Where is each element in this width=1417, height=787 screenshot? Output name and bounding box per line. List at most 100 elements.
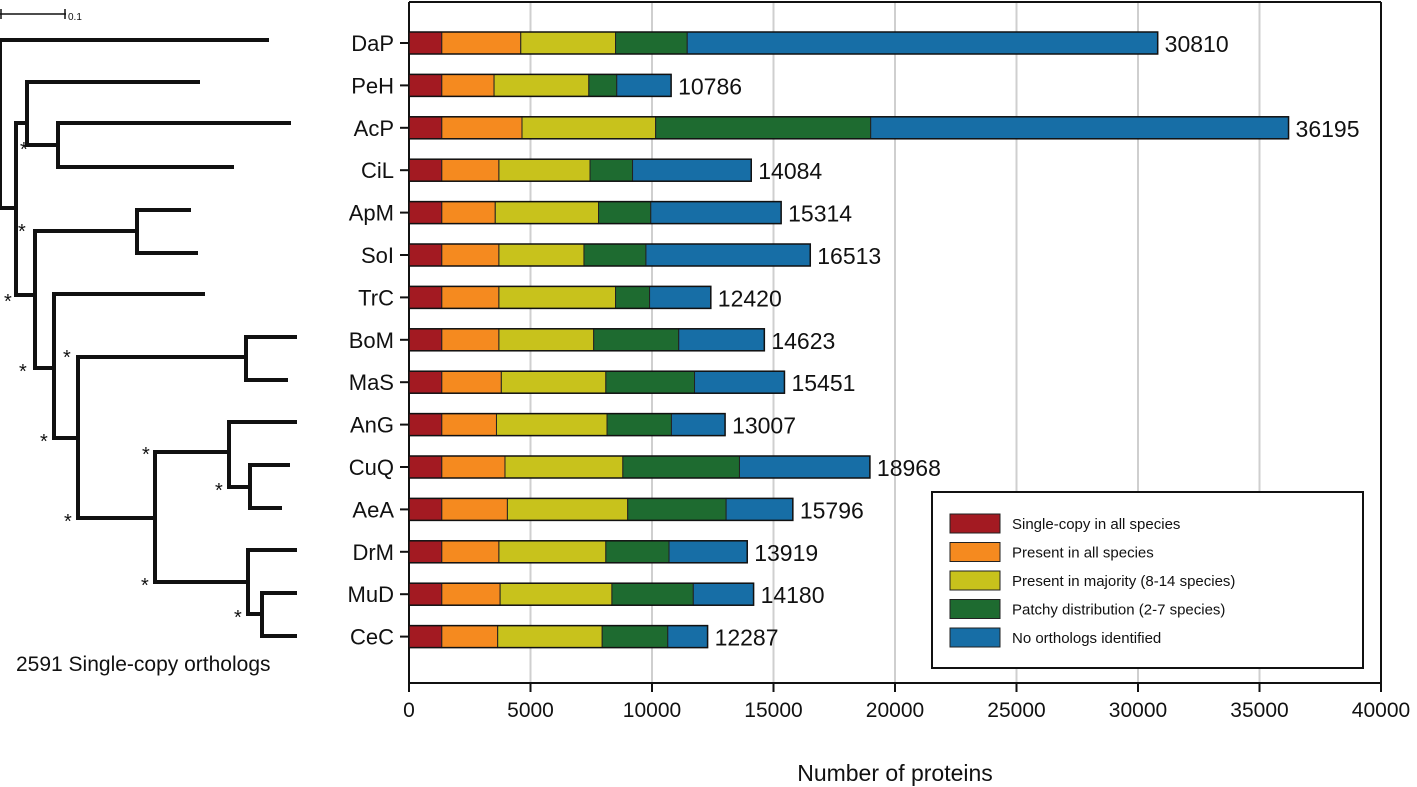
bar-segment — [670, 413, 726, 437]
bar-segment — [441, 582, 501, 606]
bar-total-label: 13007 — [732, 413, 796, 439]
bar-segment — [441, 201, 496, 225]
bar-segment — [408, 201, 443, 225]
bar-segment — [645, 243, 811, 267]
legend-entry: No orthologs identified — [1012, 630, 1161, 647]
bar-segment — [408, 31, 443, 55]
bar-segment — [668, 540, 748, 564]
bar-total-label: 14084 — [758, 158, 822, 184]
phylogenetic-tree: 0.1 * * * * * * * * * * * 2591 Single-co… — [0, 9, 297, 676]
support-marker: * — [40, 431, 48, 453]
x-tick-label: 30000 — [1109, 699, 1167, 722]
bar-outline — [408, 328, 766, 352]
bar-segment — [588, 73, 618, 97]
bar-total-label: 10786 — [678, 73, 742, 99]
bar-segment — [694, 370, 785, 394]
bar-segment — [655, 116, 872, 140]
bar-segment — [615, 31, 688, 55]
category-label: SoI — [361, 243, 394, 268]
bar-segment — [593, 328, 680, 352]
bar-segment — [678, 328, 765, 352]
bar-outline — [408, 31, 1159, 55]
legend-swatch — [949, 570, 1001, 591]
bar-chart: 0 5000 10000 15000 20000 25000 30000 35000 40000… — [348, 1, 1410, 786]
bar-segment — [408, 328, 443, 352]
bar-segment — [499, 582, 613, 606]
bar-segment — [650, 201, 782, 225]
support-marker: * — [63, 347, 71, 369]
x-tick-label: 10000 — [623, 699, 681, 722]
category-label: MaS — [349, 370, 394, 395]
legend-entry: Present in all species — [1012, 545, 1154, 562]
bar-outline — [408, 582, 755, 606]
bar-outline — [408, 243, 812, 267]
bar-segment — [441, 285, 500, 309]
x-tick-label: 15000 — [744, 699, 802, 722]
support-marker: * — [141, 575, 149, 597]
bar-segment — [632, 158, 752, 182]
bar-segment — [583, 243, 647, 267]
bar-outline — [408, 200, 782, 225]
support-marker: * — [142, 444, 150, 466]
bar-segment — [504, 455, 624, 479]
tree-caption: 2591 Single-copy orthologs — [16, 653, 271, 676]
support-marker: * — [4, 291, 12, 313]
bar-segment — [441, 413, 497, 437]
category-label: AcP — [354, 116, 394, 141]
legend-entry: Single-copy in all species — [1012, 516, 1180, 533]
bar-total-label: 14180 — [761, 582, 825, 608]
bar-segment — [441, 73, 495, 97]
bar-segment — [408, 73, 443, 97]
bar-segment — [498, 540, 607, 564]
bar-outline — [408, 116, 1290, 140]
bar-segment — [441, 540, 500, 564]
bar-outline — [408, 497, 794, 522]
support-marker: * — [19, 361, 27, 383]
bar-segment — [506, 497, 629, 521]
bar-segment — [441, 158, 500, 182]
category-label: ApM — [349, 201, 394, 226]
legend-entry: Patchy distribution (2-7 species) — [1012, 602, 1225, 619]
bar-segment — [498, 285, 617, 309]
bar-segment — [498, 328, 595, 352]
bar-segment — [627, 497, 727, 521]
legend-swatch — [949, 627, 1001, 648]
x-tick-label: 0 — [403, 699, 415, 722]
bar-total-label: 15451 — [791, 370, 855, 396]
category-label: AeA — [352, 497, 394, 522]
bar-segment — [408, 497, 443, 521]
x-tick-label: 25000 — [987, 699, 1045, 722]
support-marker: * — [215, 480, 223, 502]
bar-segment — [870, 116, 1290, 140]
bar-segment — [441, 370, 502, 394]
legend-swatch — [949, 599, 1001, 619]
bar-segment — [408, 243, 443, 267]
tree-branches — [0, 38, 297, 638]
bar-outline — [408, 285, 712, 310]
bar-segment — [497, 625, 603, 649]
bar-segment — [408, 455, 443, 479]
bar-segment — [408, 413, 443, 437]
category-label: TrC — [358, 285, 394, 310]
category-label: CiL — [361, 158, 394, 183]
bar-segment — [738, 455, 871, 479]
x-tick-label: 35000 — [1230, 699, 1288, 722]
bar-segment — [441, 497, 508, 521]
bar-total-label: 15796 — [800, 497, 864, 523]
legend-swatch — [949, 542, 1001, 562]
bar-segment — [611, 582, 694, 606]
bar-segment — [495, 413, 608, 437]
legend-entry: Present in majority (8-14 species) — [1012, 573, 1235, 590]
bar-segment — [725, 497, 794, 521]
bar-segment — [667, 625, 709, 649]
x-tick-label: 5000 — [507, 699, 554, 722]
bar-segment — [616, 73, 672, 97]
bar-segment — [408, 370, 443, 394]
x-tick-label: 20000 — [866, 699, 924, 722]
legend-box — [931, 491, 1364, 669]
support-marker: * — [64, 511, 72, 533]
bar-segment — [500, 370, 607, 394]
category-label: CeC — [350, 625, 394, 650]
bar-outline — [408, 370, 786, 394]
bar-segment — [521, 116, 657, 140]
